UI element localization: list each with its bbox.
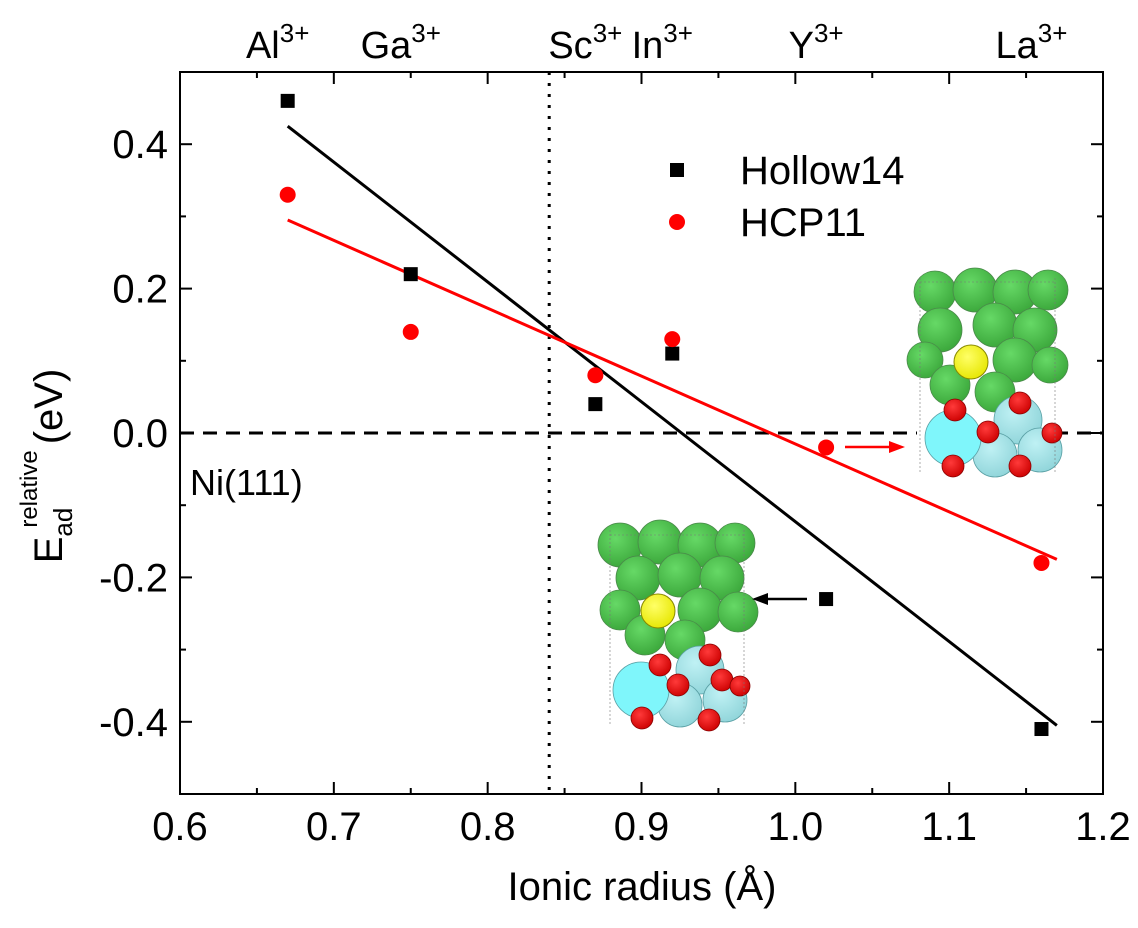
- data-point-hcp11: [664, 331, 681, 348]
- y-axis-title-sub: ad: [48, 508, 78, 537]
- y-tick-label: 0.0: [112, 412, 168, 456]
- data-point-hcp11: [402, 323, 419, 340]
- x-axis-title: Ionic radius (Å): [508, 864, 777, 909]
- y-tick-label: 0.2: [112, 268, 168, 312]
- x-tick-label: 1.2: [1075, 805, 1131, 849]
- data-point-hollow14: [665, 346, 680, 361]
- arrow-to-hollow-inset: [752, 593, 807, 605]
- x-tick-label: 0.9: [614, 805, 670, 849]
- data-markers: [279, 93, 1050, 737]
- legend-label: HCP11: [740, 201, 866, 245]
- data-point-hollow14: [588, 397, 603, 412]
- data-point-hollow14: [1034, 722, 1049, 737]
- arrow-to-hcp-inset: [845, 441, 905, 453]
- structure-inset-hollow: [597, 519, 759, 732]
- ion-label: Sc3+: [548, 18, 622, 67]
- ion-label: Al3+: [246, 18, 309, 67]
- x-tick-label: 0.8: [460, 805, 516, 849]
- data-point-hollow14: [403, 267, 418, 282]
- reference-label: Ni(111): [190, 462, 303, 503]
- data-point-hollow14: [819, 592, 834, 607]
- legend-label: Hollow14: [740, 149, 905, 193]
- y-axis-title-main: E: [27, 537, 71, 564]
- legend-marker: [669, 214, 685, 230]
- data-point-hcp11: [818, 439, 835, 456]
- legend-marker: [670, 163, 684, 177]
- y-tick-label: -0.2: [99, 556, 168, 600]
- fit-line-hollow14: [286, 124, 1058, 727]
- structure-inset-hcp: [906, 267, 1069, 478]
- ion-label: Y3+: [789, 18, 844, 67]
- y-axis-title: Eadrelative (eV): [16, 369, 78, 564]
- legend: Hollow14 HCP11: [669, 149, 905, 245]
- axes: 0.6 0.7 0.8 0.9 1.0 1.1 1.2 0.4 0.2 0.0 -0.2 -0.4 Al…: [99, 18, 1131, 849]
- labels: Ni(111) Ionic radius (Å) Eadrelative (eV): [16, 369, 776, 909]
- x-tick-label: 1.1: [921, 805, 977, 849]
- x-tick-label: 0.7: [306, 805, 362, 849]
- y-tick-label: 0.4: [112, 123, 168, 167]
- ion-label: In3+: [632, 18, 693, 67]
- y-axis-title-unit: (eV): [27, 369, 71, 445]
- data-point-hcp11: [279, 186, 296, 203]
- y-axis-title-sup: relative: [16, 450, 43, 527]
- data-point-hollow14: [280, 93, 295, 108]
- ion-label: Ga3+: [361, 18, 441, 67]
- data-point-hcp11: [587, 367, 604, 384]
- y-tick-label: -0.4: [99, 701, 168, 745]
- ion-label: La3+: [995, 18, 1067, 67]
- x-tick-label: 0.6: [152, 805, 208, 849]
- svg-text:Eadrelative(eV): Eadrelative (eV): [16, 369, 78, 564]
- data-point-hcp11: [1033, 554, 1050, 571]
- x-tick-label: 1.0: [768, 805, 824, 849]
